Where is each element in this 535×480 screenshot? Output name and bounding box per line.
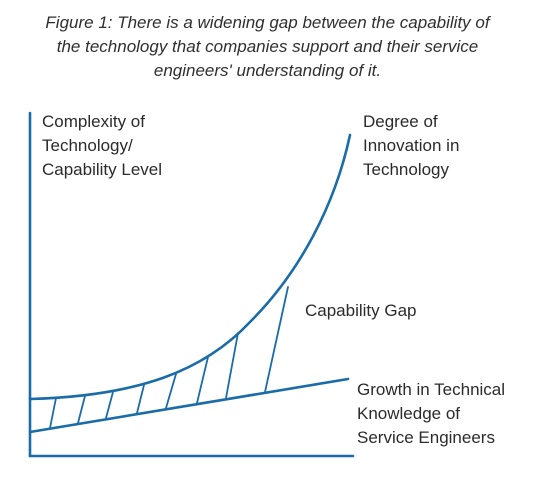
innovation-label-line: Technology	[363, 160, 450, 179]
knowledge-line-label: Growth in Technical Knowledge of Service…	[357, 378, 505, 450]
caption-line-2: the technology that companies support an…	[56, 37, 479, 56]
hatch-line	[105, 391, 114, 419]
y-axis-label: Complexity of Technology/ Capability Lev…	[42, 110, 162, 182]
knowledge-label-line: Knowledge of	[357, 404, 461, 423]
hatch-line	[225, 332, 239, 399]
y-axis-label-line: Complexity of	[42, 112, 145, 131]
innovation-label-line: Innovation in	[363, 136, 460, 155]
knowledge-label-line: Growth in Technical	[357, 380, 506, 399]
innovation-label-line: Degree of	[363, 112, 438, 131]
innovation-curve-label: Degree of Innovation in Technology	[363, 110, 459, 182]
figure-caption: Figure 1: There is a widening gap betwee…	[0, 11, 535, 83]
y-axis-label-line: Technology/	[42, 136, 133, 155]
caption-line-1: Figure 1: There is a widening gap betwee…	[45, 13, 490, 32]
knowledge-label-line: Service Engineers	[357, 428, 495, 447]
hatch-line	[196, 356, 209, 404]
capability-gap-label: Capability Gap	[305, 299, 417, 323]
hatch-line	[136, 384, 145, 414]
innovation-curve	[28, 133, 352, 401]
hatch-line	[77, 395, 86, 424]
y-axis-label-line: Capability Level	[42, 160, 163, 179]
hatch-line	[49, 397, 57, 429]
capability-gap-hatching	[49, 286, 289, 429]
hatch-line	[264, 286, 289, 393]
capability-gap-text: Capability Gap	[305, 301, 417, 320]
hatch-line	[165, 373, 177, 409]
caption-line-3: engineers' understanding of it.	[153, 61, 382, 80]
knowledge-line	[28, 377, 350, 434]
